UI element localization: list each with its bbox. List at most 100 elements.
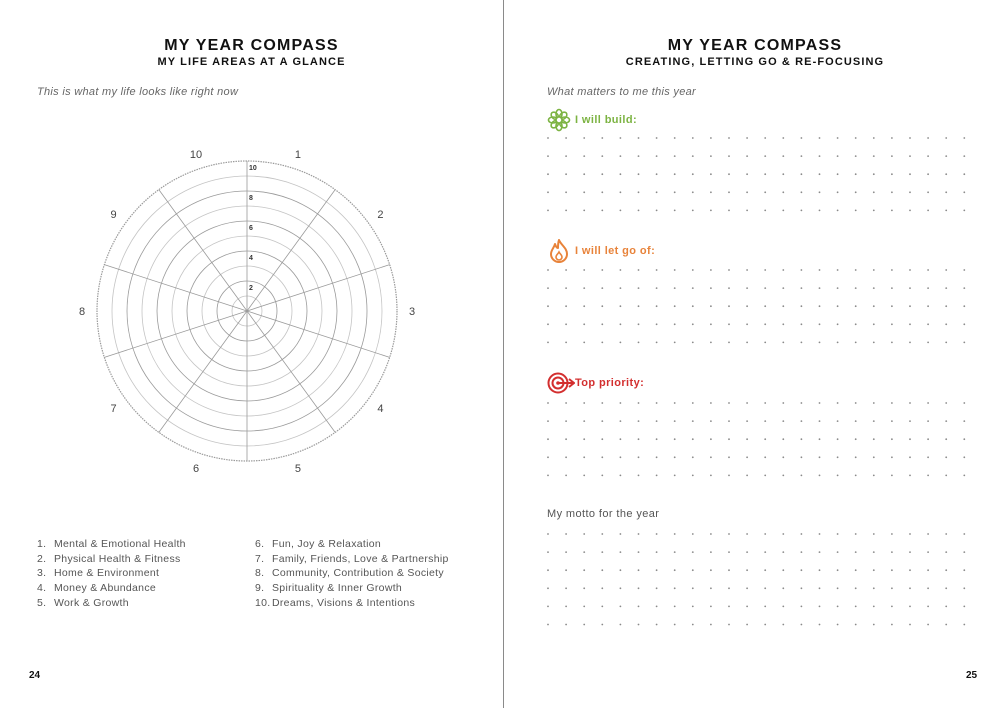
grid-dot: [891, 551, 893, 553]
grid-dot: [673, 155, 676, 157]
motto-label: My motto for the year: [547, 508, 660, 520]
priority-label: Top priority:: [575, 377, 645, 389]
grid-dot: [673, 209, 676, 212]
grid-dot: [691, 402, 694, 404]
grid-dot: [818, 209, 821, 212]
grid-dot: [691, 173, 694, 176]
grid-dot: [710, 456, 712, 459]
grid-dot: [637, 209, 640, 212]
legend-item: 8. Community, Contribution & Society: [255, 567, 444, 580]
grid-dot: [655, 456, 658, 459]
grid-dot: [836, 438, 839, 441]
grid-dot: [818, 269, 821, 271]
grid-dot: [963, 605, 966, 608]
grid-dot: [637, 137, 640, 139]
grid-dot: [854, 438, 857, 441]
flame-icon: [550, 239, 568, 263]
grid-dot: [619, 155, 622, 157]
motto-dot-grid[interactable]: [546, 530, 966, 640]
grid-dot: [872, 551, 875, 553]
grid-dot: [565, 287, 567, 289]
grid-dot: [746, 287, 748, 289]
grid-dot: [655, 551, 658, 553]
grid-dot: [710, 569, 712, 572]
grid-dot: [619, 402, 622, 404]
grid-dot: [945, 623, 948, 626]
let-go-dot-grid[interactable]: [546, 266, 966, 346]
grid-dot: [728, 420, 730, 422]
grid-dot: [782, 623, 785, 626]
grid-dot: [800, 569, 803, 572]
wheel-spoke: [104, 310, 248, 358]
grid-dot: [782, 533, 785, 535]
grid-dot: [673, 305, 676, 308]
grid-dot: [963, 323, 966, 326]
grid-dot: [710, 420, 712, 422]
grid-dot: [710, 209, 712, 212]
grid-dot: [655, 623, 658, 626]
grid-dot: [655, 137, 658, 139]
grid-dot: [547, 438, 549, 441]
grid-dot: [637, 287, 640, 289]
sector-label: 1: [295, 149, 301, 161]
grid-dot: [909, 474, 911, 477]
grid-dot: [691, 551, 694, 553]
grid-dot: [691, 137, 694, 139]
grid-dot: [728, 605, 730, 608]
grid-dot: [764, 137, 767, 139]
grid-dot: [764, 420, 767, 422]
grid-dot: [800, 155, 803, 157]
grid-dot: [927, 438, 929, 441]
grid-dot: [710, 341, 712, 344]
grid-dot: [818, 191, 821, 194]
grid-dot: [673, 173, 676, 176]
grid-dot: [818, 420, 821, 422]
grid-dot: [637, 173, 640, 176]
grid-dot: [728, 209, 730, 212]
grid-dot: [547, 155, 549, 157]
grid-dot: [691, 269, 694, 271]
build-dot-grid[interactable]: [546, 134, 966, 214]
grid-dot: [547, 623, 549, 626]
grid-dot: [764, 305, 767, 308]
grid-dot: [872, 605, 875, 608]
grid-dot: [547, 137, 549, 139]
grid-dot: [547, 323, 549, 326]
grid-dot: [728, 438, 730, 441]
scale-label: 2: [249, 285, 253, 292]
grid-dot: [637, 341, 640, 344]
grid-dot: [655, 438, 658, 441]
grid-dot: [601, 420, 604, 422]
grid-dot: [836, 305, 839, 308]
grid-dot: [673, 551, 676, 553]
priority-dot-grid[interactable]: [546, 399, 966, 479]
grid-dot: [583, 341, 586, 344]
grid-dot: [619, 269, 622, 271]
grid-dot: [637, 402, 640, 404]
grid-dot: [764, 551, 767, 553]
grid-dot: [601, 173, 604, 176]
grid-dot: [927, 191, 929, 194]
grid-dot: [764, 269, 767, 271]
grid-dot: [547, 551, 549, 553]
grid-dot: [746, 155, 748, 157]
grid-dot: [746, 402, 748, 404]
grid-dot: [583, 323, 586, 326]
grid-dot: [945, 305, 948, 308]
grid-dot: [673, 287, 676, 289]
grid-dot: [601, 341, 604, 344]
grid-dot: [637, 305, 640, 308]
grid-dot: [728, 402, 730, 404]
grid-dot: [963, 456, 966, 459]
scale-label: 6: [249, 225, 253, 232]
legend-item: 6. Fun, Joy & Relaxation: [255, 538, 382, 550]
grid-dot: [547, 173, 549, 176]
life-wheel[interactable]: 1 2 3 4 5 6 7 8 9 10 2 4 6 8 10: [76, 140, 418, 482]
grid-dot: [583, 173, 586, 176]
grid-dot: [655, 605, 658, 608]
grid-dot: [782, 587, 785, 590]
grid-dot: [619, 420, 622, 422]
grid-dot: [764, 623, 767, 626]
grid-dot: [909, 269, 911, 271]
grid-dot: [872, 474, 875, 477]
